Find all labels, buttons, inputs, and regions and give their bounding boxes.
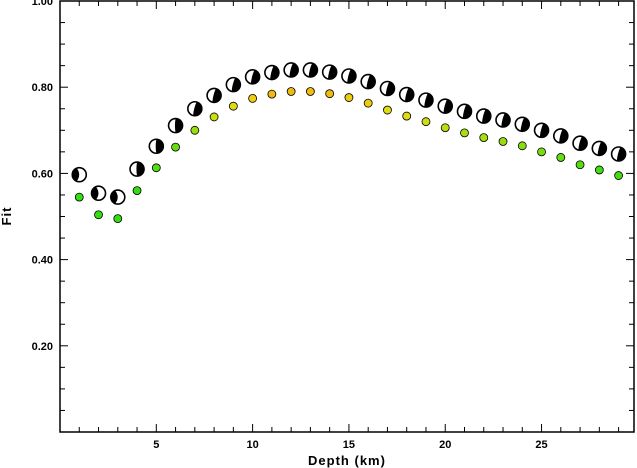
fit-point bbox=[440, 123, 450, 133]
mechanism-beachball bbox=[514, 116, 531, 133]
mechanism-beachball bbox=[475, 108, 492, 124]
x-tick-label: 25 bbox=[535, 439, 547, 451]
fit-point bbox=[113, 214, 123, 224]
mechanism-beachball bbox=[553, 128, 569, 144]
mechanism-beachball bbox=[437, 98, 454, 114]
fit-point bbox=[228, 101, 238, 111]
fit-point bbox=[171, 142, 180, 152]
mechanism-beachball bbox=[591, 140, 608, 157]
fit-point bbox=[556, 153, 566, 162]
mechanism-beachball bbox=[206, 87, 222, 104]
fit-point bbox=[190, 125, 200, 135]
mechanism-beachball bbox=[129, 161, 145, 177]
mechanism-beachball bbox=[360, 73, 376, 90]
mechanism-beachball bbox=[283, 62, 299, 78]
fit-point bbox=[306, 87, 315, 96]
y-tick-label: 0.20 bbox=[32, 341, 53, 353]
fit-point bbox=[460, 128, 469, 138]
fit-point bbox=[402, 111, 412, 121]
mechanism-beachball bbox=[495, 112, 511, 128]
mechanism-beachball bbox=[610, 146, 627, 162]
fit-point bbox=[421, 117, 431, 127]
fit-point bbox=[575, 160, 585, 170]
mechanism-beachball bbox=[90, 185, 107, 202]
plot-frame bbox=[59, 0, 635, 433]
fit-point bbox=[74, 192, 84, 202]
mechanism-beachball bbox=[244, 69, 261, 85]
fit-point bbox=[325, 89, 335, 99]
fit-point bbox=[498, 137, 508, 146]
mechanism-beachball bbox=[572, 135, 588, 152]
y-axis-title: Fit bbox=[0, 207, 14, 226]
fit-point bbox=[132, 186, 142, 196]
mechanism-beachball bbox=[321, 64, 338, 80]
mechanism-beachball bbox=[187, 100, 203, 117]
mechanism-beachball bbox=[71, 166, 88, 183]
axis-ticks: 5 10 15 20 25 0.20 0.40 0.60 0.80 1.00 bbox=[32, 0, 634, 451]
fit-point bbox=[363, 98, 373, 108]
mechanism-beachball bbox=[167, 117, 184, 134]
fit-point bbox=[248, 94, 258, 103]
mechanism-beachball bbox=[379, 80, 396, 97]
fit-point bbox=[267, 89, 277, 99]
fit-point bbox=[614, 171, 623, 180]
fit-point bbox=[594, 165, 604, 175]
mechanism-beachball bbox=[225, 76, 242, 93]
fit-point bbox=[94, 210, 103, 220]
mechanism-beachball bbox=[456, 103, 473, 120]
mechanism-beachball bbox=[398, 86, 415, 103]
mechanism-beachball bbox=[533, 122, 550, 139]
fit-point bbox=[383, 105, 392, 115]
y-tick-label: 0.80 bbox=[32, 82, 53, 94]
x-tick-label: 10 bbox=[246, 439, 258, 451]
mechanism-beachball bbox=[418, 92, 434, 108]
mechanism-beachball bbox=[264, 64, 280, 81]
x-axis-title: Depth (km) bbox=[308, 453, 386, 468]
fit-point bbox=[517, 141, 527, 151]
data-marks bbox=[71, 62, 627, 224]
mechanism-beachball bbox=[302, 62, 319, 78]
y-tick-label: 1.00 bbox=[32, 0, 53, 8]
mechanism-beachball bbox=[109, 189, 126, 205]
mechanism-beachball bbox=[341, 68, 357, 84]
y-tick-label: 0.60 bbox=[32, 168, 53, 180]
fit-point bbox=[286, 87, 296, 96]
y-tick-label: 0.40 bbox=[32, 255, 53, 267]
x-tick-label: 20 bbox=[439, 439, 451, 451]
mechanism-beachball bbox=[148, 138, 165, 155]
fit-point bbox=[209, 112, 219, 122]
x-tick-label: 15 bbox=[343, 439, 355, 451]
fit-point bbox=[344, 93, 354, 102]
fit-point bbox=[151, 163, 161, 173]
x-tick-label: 5 bbox=[153, 439, 159, 451]
fit-point bbox=[537, 147, 546, 157]
fit-point bbox=[479, 133, 489, 143]
